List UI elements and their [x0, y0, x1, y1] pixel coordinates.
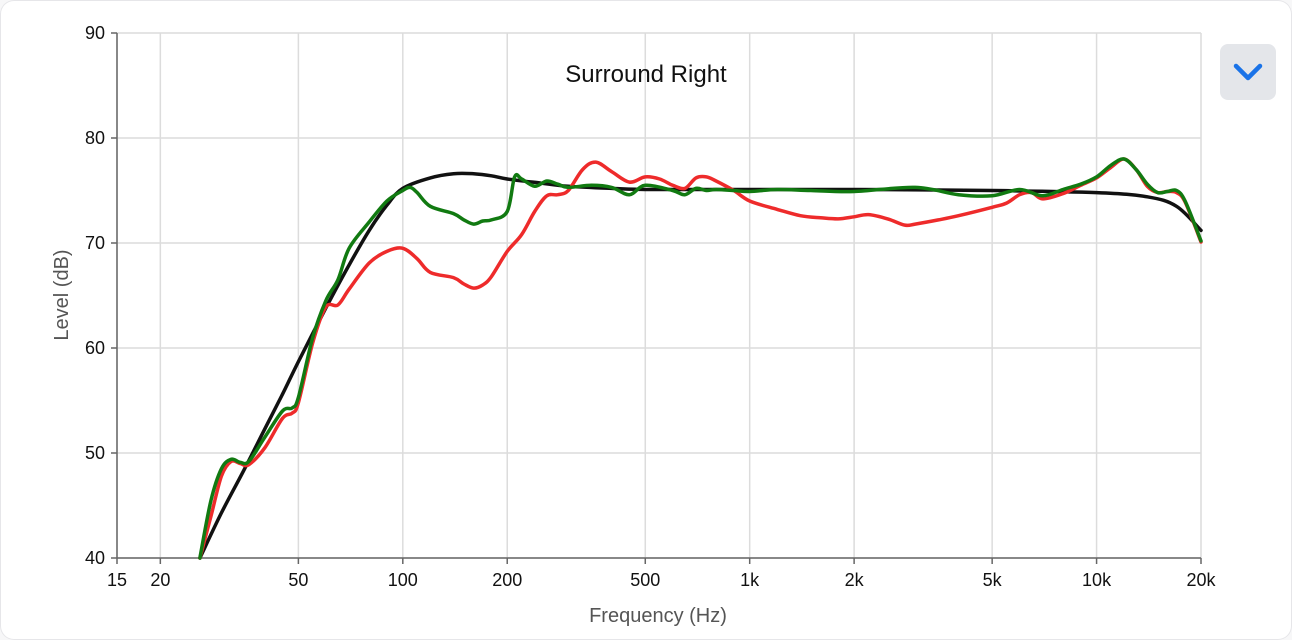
- vertical-gridlines: [116, 33, 1202, 558]
- y-tick-label: 70: [85, 233, 105, 253]
- x-tick-label: 2k: [845, 570, 865, 590]
- collapse-button[interactable]: [1220, 44, 1276, 100]
- y-tick-label: 90: [85, 23, 105, 43]
- chart-title: Surround Right: [565, 61, 727, 88]
- x-tick-label: 1k: [740, 570, 760, 590]
- x-tick-label: 200: [492, 570, 522, 590]
- x-tick-label: 500: [630, 570, 660, 590]
- y-tick-labels: 40 50 60 70 80 90: [85, 23, 105, 568]
- plot-series: [198, 157, 1203, 560]
- x-tick-label: 100: [388, 570, 418, 590]
- x-tick-label: 20k: [1186, 570, 1216, 590]
- horizontal-gridlines: [117, 32, 1201, 559]
- series-line-red: [198, 157, 1203, 560]
- x-tick-label: 5k: [983, 570, 1003, 590]
- y-tick-label: 50: [85, 443, 105, 463]
- axes: [111, 32, 1202, 564]
- x-tick-labels: 15 20 50 100 200 500 1k 2k 5k 10k 20k: [107, 570, 1217, 590]
- y-axis-title: Level (dB): [51, 249, 73, 340]
- chevron-down-icon: [1233, 63, 1263, 81]
- y-tick-label: 40: [85, 548, 105, 568]
- y-tick-label: 60: [85, 338, 105, 358]
- y-tick-label: 80: [85, 128, 105, 148]
- series-line-green: [198, 157, 1203, 560]
- x-axis-title: Frequency (Hz): [589, 605, 727, 627]
- x-tick-label: 20: [150, 570, 170, 590]
- x-tick-label: 15: [107, 570, 127, 590]
- x-tick-label: 50: [288, 570, 308, 590]
- series-line-black: [198, 171, 1203, 560]
- x-tick-label: 10k: [1082, 570, 1112, 590]
